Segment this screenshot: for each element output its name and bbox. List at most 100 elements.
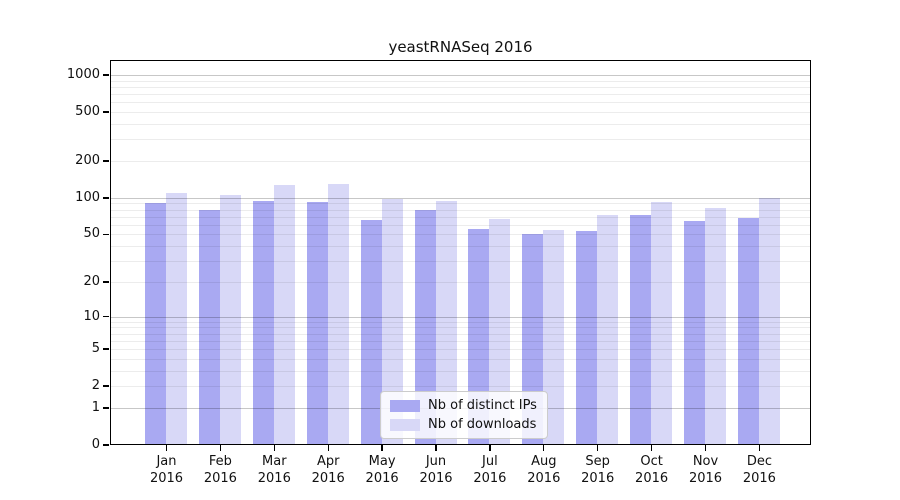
legend-item-downloads: Nb of downloads — [390, 417, 538, 432]
y-tick-10 — [103, 315, 109, 318]
gridline-900 — [111, 80, 810, 82]
y-tick-200 — [103, 160, 109, 162]
x-tick-label-sep: Sep 2016 — [581, 454, 615, 486]
gridline-400 — [111, 124, 810, 126]
x-tick-jun — [435, 445, 437, 451]
legend: Nb of distinct IPs Nb of downloads — [380, 391, 548, 439]
legend-label-downloads: Nb of downloads — [428, 417, 537, 432]
y-tick-label-500: 500 — [75, 104, 100, 120]
gridline-6 — [111, 340, 810, 342]
gridline-600 — [111, 102, 810, 104]
bar-downloads-sep — [597, 215, 619, 444]
legend-item-ips: Nb of distinct IPs — [390, 398, 538, 413]
bar-downloads-apr — [327, 183, 349, 444]
y-tick-1 — [103, 407, 109, 409]
gridline-10 — [111, 316, 810, 318]
gridline-5 — [111, 349, 810, 351]
y-tick-20 — [103, 281, 109, 283]
x-tick-label-may: May 2016 — [365, 454, 399, 486]
bar-downloads-aug — [543, 230, 565, 444]
y-tick-2 — [103, 385, 109, 387]
bar-ips-oct — [630, 215, 652, 444]
y-tick-label-200: 200 — [75, 153, 100, 169]
y-tick-label-1000: 1000 — [66, 67, 100, 83]
gridline-70 — [111, 216, 810, 218]
gridline-20 — [111, 281, 810, 283]
y-tick-label-5: 5 — [91, 341, 100, 357]
y-tick-label-20: 20 — [83, 273, 100, 289]
chart-title: yeastRNASeq 2016 — [388, 38, 533, 56]
gridline-40 — [111, 246, 810, 248]
y-tick-50 — [103, 233, 109, 236]
x-tick-oct — [650, 445, 653, 451]
x-tick-label-aug: Aug 2016 — [527, 454, 561, 486]
gridline-60 — [111, 224, 810, 226]
bar-ips-sep — [576, 231, 598, 444]
gridline-500 — [111, 112, 810, 114]
legend-label-ips: Nb of distinct IPs — [428, 398, 537, 413]
x-tick-jul — [489, 445, 491, 451]
gridline-3 — [111, 370, 810, 372]
x-tick-label-apr: Apr 2016 — [311, 454, 345, 486]
y-tick-100 — [103, 197, 109, 199]
x-tick-aug — [543, 445, 545, 451]
gridline-200 — [111, 161, 810, 163]
bar-downloads-oct — [651, 201, 673, 444]
y-tick-label-100: 100 — [75, 189, 100, 205]
gridline-800 — [111, 86, 810, 88]
x-tick-label-feb: Feb 2016 — [203, 454, 237, 486]
x-tick-label-jul: Jul 2016 — [473, 454, 507, 486]
x-tick-label-mar: Mar 2016 — [257, 454, 291, 486]
y-tick-5 — [103, 348, 109, 350]
x-tick-label-dec: Dec 2016 — [742, 454, 776, 486]
y-tick-500 — [103, 111, 109, 113]
y-tick-label-1: 1 — [91, 399, 100, 415]
y-tick-label-2: 2 — [91, 378, 100, 394]
gridline-90 — [111, 203, 810, 205]
bar-ips-may — [360, 219, 382, 444]
bar-downloads-dec — [758, 198, 780, 444]
gridline-8 — [111, 327, 810, 329]
bar-ips-jun — [414, 210, 436, 444]
legend-swatch-ips — [390, 399, 420, 412]
bar-ips-apr — [306, 201, 328, 444]
gridline-300 — [111, 139, 810, 141]
gridline-50 — [111, 234, 810, 236]
gridline-7 — [111, 333, 810, 335]
x-tick-nov — [704, 445, 707, 451]
bar-ips-feb — [198, 210, 220, 444]
gridline-30 — [111, 261, 810, 263]
bar-downloads-jan — [166, 192, 187, 444]
gridline-100 — [111, 197, 810, 199]
x-tick-may — [381, 445, 383, 451]
x-tick-dec — [758, 445, 761, 451]
y-tick-0 — [103, 444, 109, 446]
gridline-9 — [111, 321, 810, 323]
bar-ips-jan — [145, 202, 166, 444]
x-tick-apr — [327, 445, 329, 451]
gridline-700 — [111, 94, 810, 96]
x-tick-jan — [165, 445, 168, 451]
x-tick-label-jan: Jan 2016 — [149, 454, 184, 486]
y-tick-label-0: 0 — [91, 437, 100, 452]
x-tick-feb — [219, 445, 222, 451]
bar-downloads-feb — [219, 194, 241, 444]
gridline-80 — [111, 209, 810, 211]
gridline-4 — [111, 358, 810, 360]
gridline-2 — [111, 386, 810, 388]
x-tick-label-jun: Jun 2016 — [419, 454, 453, 486]
bar-downloads-mar — [273, 185, 295, 444]
x-tick-mar — [273, 445, 275, 451]
y-tick-label-10: 10 — [83, 308, 100, 324]
bar-downloads-jul — [489, 219, 511, 444]
bar-downloads-may — [381, 198, 403, 444]
x-tick-label-nov: Nov 2016 — [688, 454, 723, 486]
x-tick-label-oct: Oct 2016 — [635, 454, 669, 486]
y-tick-label-50: 50 — [83, 226, 100, 242]
bar-ips-dec — [737, 218, 759, 444]
bar-ips-nov — [684, 221, 705, 444]
y-tick-1000 — [103, 74, 109, 76]
bar-downloads-nov — [705, 208, 726, 444]
legend-swatch-downloads — [390, 418, 420, 431]
